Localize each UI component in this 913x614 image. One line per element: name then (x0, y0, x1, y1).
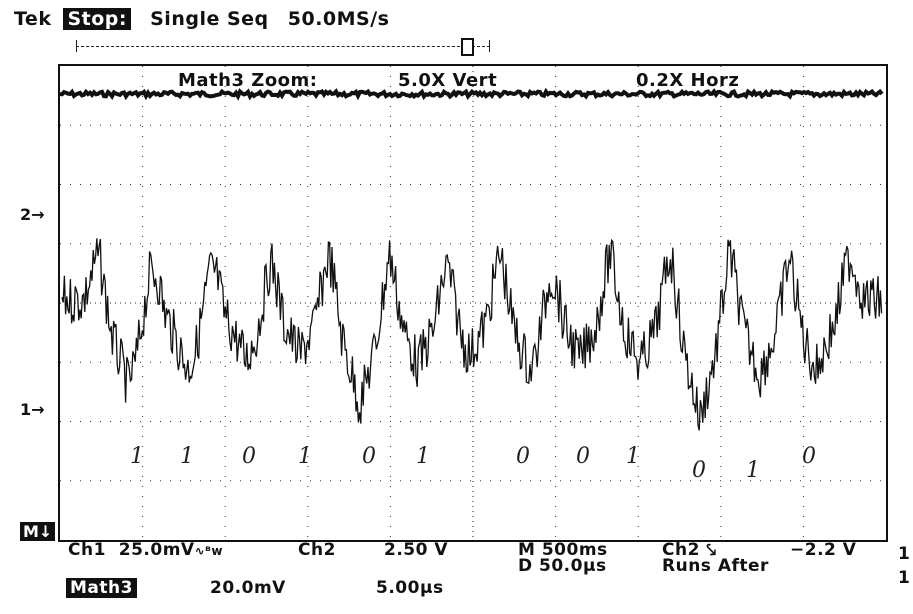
runs-after-label: Runs After (662, 556, 769, 576)
ch1-readout: Ch1 25.0mV∿ᴮw (68, 540, 223, 560)
ch2-ground-marker: 2→ (20, 205, 45, 224)
math-ground-marker: M↓ (20, 522, 56, 541)
ch1-scale: 25.0mV (118, 540, 195, 560)
ch1-ground-marker: 1→ (20, 400, 45, 419)
bit-annotation: 1 (416, 444, 430, 469)
sample-rate: 50.0MS/s (287, 8, 390, 30)
record-length-bar (76, 46, 490, 47)
bit-annotation: 1 (130, 444, 144, 469)
math-zoom-trace (60, 87, 884, 101)
bit-annotation: 0 (692, 458, 706, 483)
trigger-position-marker[interactable] (461, 38, 474, 56)
zoom-title: Math3 Zoom: (178, 70, 318, 91)
edge-number-1: 1 (898, 544, 911, 564)
trigger-source: Ch2 ⤥ (662, 540, 717, 560)
bit-annotation: 1 (626, 444, 640, 469)
bit-annotation: 1 (298, 444, 312, 469)
ch2-label: Ch2 (298, 540, 336, 560)
zoom-vert: 5.0X Vert (398, 70, 498, 91)
ch1-label: Ch1 (68, 540, 106, 560)
graticule (60, 66, 886, 540)
trigger-level: −2.2 V (790, 540, 857, 560)
bit-annotation: 0 (802, 444, 816, 469)
bit-annotation: 1 (180, 444, 194, 469)
signal-trace (61, 238, 883, 431)
bit-annotation: 0 (576, 444, 590, 469)
math3-scale: 20.0mV (210, 578, 286, 598)
bit-annotation: 1 (746, 458, 760, 483)
status-bar: Tek Stop: Single Seq 50.0MS/s (14, 8, 401, 30)
zoom-horz: 0.2X Horz (636, 70, 740, 91)
record-start-tick (76, 40, 77, 52)
record-end-tick (489, 40, 490, 52)
bit-annotation: 0 (362, 444, 376, 469)
delay-readout: D 50.0µs (518, 556, 607, 576)
time-scale: M 500ms (518, 540, 608, 560)
brand-label: Tek (14, 8, 52, 30)
bit-annotation: 0 (516, 444, 530, 469)
acquisition-mode: Single Seq (150, 8, 269, 30)
bandwidth-limit-icon: ∿ᴮw (194, 544, 223, 558)
bit-annotation: 0 (242, 444, 256, 469)
edge-number-2: 1 (898, 568, 911, 588)
ch2-scale: 2.50 V (384, 540, 449, 560)
math3-timebase: 5.00µs (376, 578, 444, 598)
waveform-display[interactable]: Math3 Zoom: 5.0X Vert 0.2X Horz 1 1 0 1 0 1 0 0… (58, 64, 888, 542)
math3-label: Math3 (66, 578, 137, 598)
run-state-badge[interactable]: Stop: (63, 8, 131, 30)
